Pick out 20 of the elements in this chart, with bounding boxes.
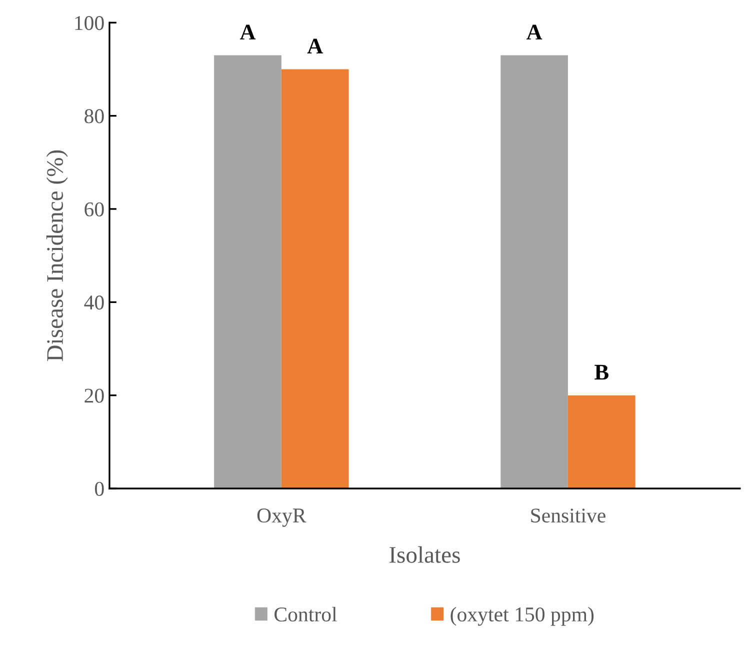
annotation: A — [526, 24, 542, 40]
y-tick-label: 0 — [94, 482, 104, 496]
legend-label: (oxytet 150 ppm) — [450, 606, 594, 626]
x-tick-label: Sensitive — [531, 508, 606, 523]
x-tick-label: OxyR — [257, 508, 306, 527]
annotation: A — [240, 24, 256, 40]
y-tick-label: 20 — [84, 388, 104, 403]
bar — [500, 55, 568, 488]
y-tick-label: 40 — [84, 296, 104, 310]
x-axis-title: Isolates — [389, 546, 460, 563]
y-tick-label: 60 — [84, 202, 104, 216]
bar — [568, 395, 636, 488]
annotation: B — [594, 364, 608, 380]
y-tick-label: 100 — [75, 16, 104, 30]
annotation: A — [307, 38, 323, 54]
y-axis-title: Disease Incidence (%) — [46, 150, 68, 362]
y-tick-label: 80 — [84, 109, 104, 124]
bar — [281, 69, 349, 488]
bar — [214, 55, 282, 488]
legend-label: Control — [274, 606, 337, 622]
